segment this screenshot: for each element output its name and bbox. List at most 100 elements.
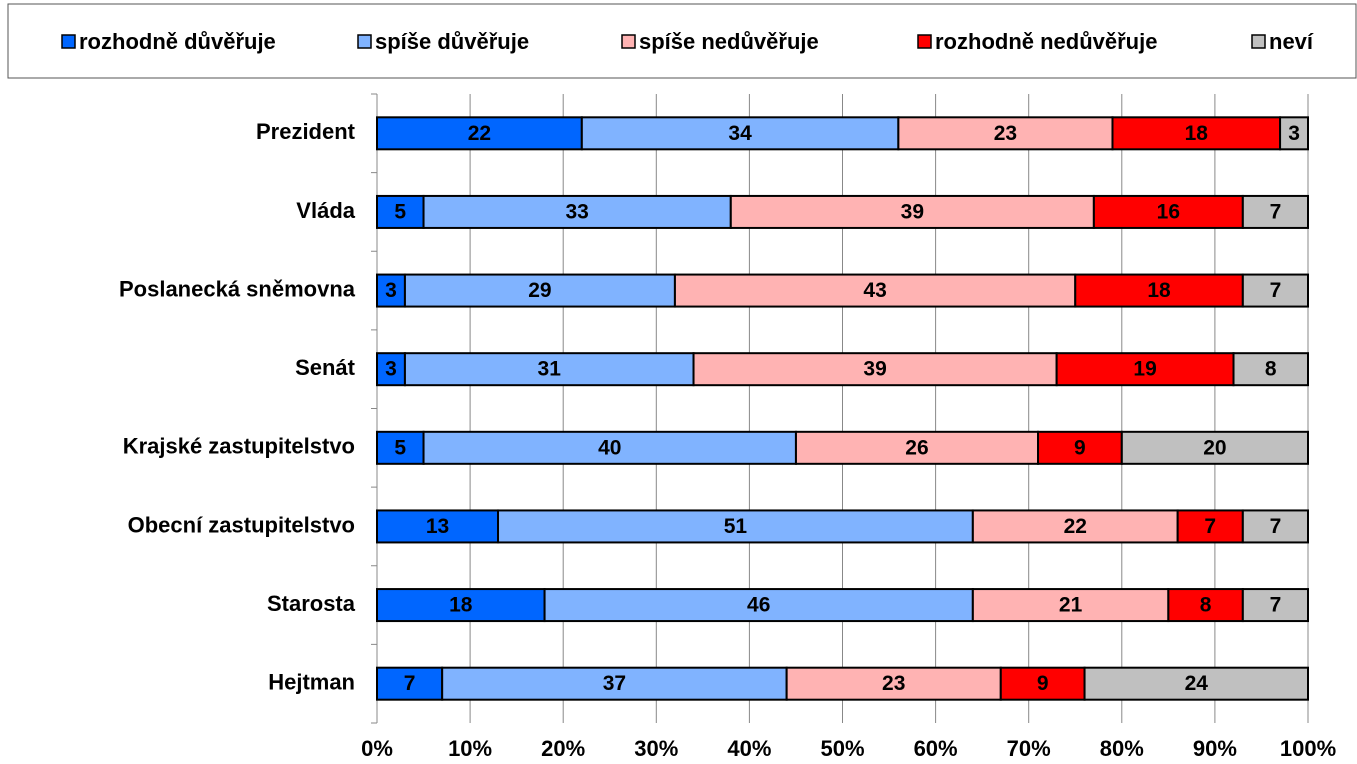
legend-marker [1251, 34, 1266, 49]
category-label: Hejtman [268, 670, 355, 695]
x-tick-label: 50% [820, 736, 864, 761]
data-label: 3 [385, 358, 397, 381]
data-label: 18 [449, 594, 473, 617]
legend-marker [917, 34, 932, 49]
data-label: 5 [394, 436, 406, 459]
x-tick-label: 10% [448, 736, 492, 761]
bar-segment [1074, 273, 1244, 308]
legend-label: spíše důvěřuje [375, 29, 529, 54]
bar-segment [1232, 352, 1310, 387]
x-tick-label: 40% [727, 736, 771, 761]
legend-label: rozhodně nedůvěřuje [935, 29, 1157, 54]
data-label: 39 [901, 200, 924, 223]
x-tick-label: 70% [1007, 736, 1051, 761]
data-label: 19 [1133, 358, 1156, 381]
bar-segment [1092, 194, 1244, 229]
x-tick-label: 60% [914, 736, 958, 761]
bar-segment [1241, 509, 1309, 544]
bar-segment [376, 666, 444, 701]
data-label: 21 [1059, 594, 1083, 617]
legend-marker [357, 34, 372, 49]
bar-segment [729, 194, 1095, 229]
bar-segment [1167, 588, 1244, 623]
data-label: 40 [598, 436, 621, 459]
data-label: 24 [1185, 672, 1209, 695]
legend-label: neví [1269, 29, 1314, 54]
x-tick-label: 90% [1193, 736, 1237, 761]
data-label: 5 [394, 200, 406, 223]
data-label: 8 [1265, 358, 1277, 381]
data-label: 51 [724, 515, 748, 538]
data-label: 33 [565, 200, 588, 223]
data-label: 9 [1037, 672, 1049, 695]
bar-segment [422, 430, 797, 465]
bar-segment [1055, 352, 1235, 387]
data-label: 7 [1204, 515, 1216, 538]
bar-segment [441, 666, 788, 701]
data-label: 7 [1270, 594, 1282, 617]
data-label: 23 [994, 122, 1017, 145]
bar-segment [422, 194, 732, 229]
data-label: 31 [538, 358, 562, 381]
legend-label: spíše nedůvěřuje [639, 29, 819, 54]
data-label: 29 [528, 279, 551, 302]
data-label: 22 [1064, 515, 1087, 538]
x-tick-label: 30% [634, 736, 678, 761]
data-label: 34 [728, 122, 752, 145]
data-label: 39 [863, 358, 886, 381]
bar-segment [794, 430, 1040, 465]
bar-segment [1241, 194, 1309, 229]
legend-box [7, 3, 1357, 79]
data-label: 46 [747, 594, 770, 617]
data-label: 3 [1288, 122, 1300, 145]
data-label: 7 [1270, 200, 1282, 223]
bar-segment [403, 273, 676, 308]
data-label: 7 [1270, 515, 1282, 538]
data-label: 37 [603, 672, 626, 695]
category-label: Starosta [267, 591, 356, 616]
bar-segment [376, 430, 425, 465]
bar-segment [999, 666, 1086, 701]
data-label: 20 [1203, 436, 1226, 459]
bar-segment [497, 509, 974, 544]
data-label: 7 [404, 672, 416, 695]
bar-segment [1241, 273, 1309, 308]
category-label: Vláda [296, 198, 355, 223]
x-tick-label: 0% [361, 736, 393, 761]
bar-segment [376, 352, 406, 387]
data-label: 26 [905, 436, 928, 459]
bar-segment [785, 666, 1002, 701]
data-label: 16 [1157, 200, 1180, 223]
data-label: 18 [1147, 279, 1171, 302]
bar-segment [376, 509, 500, 544]
data-label: 13 [426, 515, 449, 538]
category-label: Senát [295, 355, 356, 380]
x-tick-label: 20% [541, 736, 585, 761]
bar-segment [580, 116, 900, 151]
legend-label: rozhodně důvěřuje [79, 29, 276, 54]
bar-segment [971, 509, 1179, 544]
bar-segment [1111, 116, 1282, 151]
category-label: Prezident [256, 119, 356, 144]
data-label: 7 [1270, 279, 1282, 302]
data-label: 23 [882, 672, 905, 695]
category-label: Poslanecká sněmovna [119, 276, 356, 301]
bar-segment [1279, 116, 1309, 151]
bar-segment [1176, 509, 1244, 544]
x-tick-label: 80% [1100, 736, 1144, 761]
bar-segment [1120, 430, 1310, 465]
category-label: Krajské zastupitelstvo [123, 434, 355, 459]
data-label: 8 [1200, 594, 1212, 617]
data-label: 18 [1185, 122, 1209, 145]
bar-segment [376, 588, 546, 623]
data-label: 9 [1074, 436, 1086, 459]
bar-segment [897, 116, 1114, 151]
legend-marker [621, 34, 636, 49]
bar-segment [1083, 666, 1310, 701]
legend-marker [61, 34, 76, 49]
bar-segment [692, 352, 1058, 387]
data-label: 3 [385, 279, 397, 302]
bar-segment [971, 588, 1170, 623]
bar-segment [673, 273, 1077, 308]
